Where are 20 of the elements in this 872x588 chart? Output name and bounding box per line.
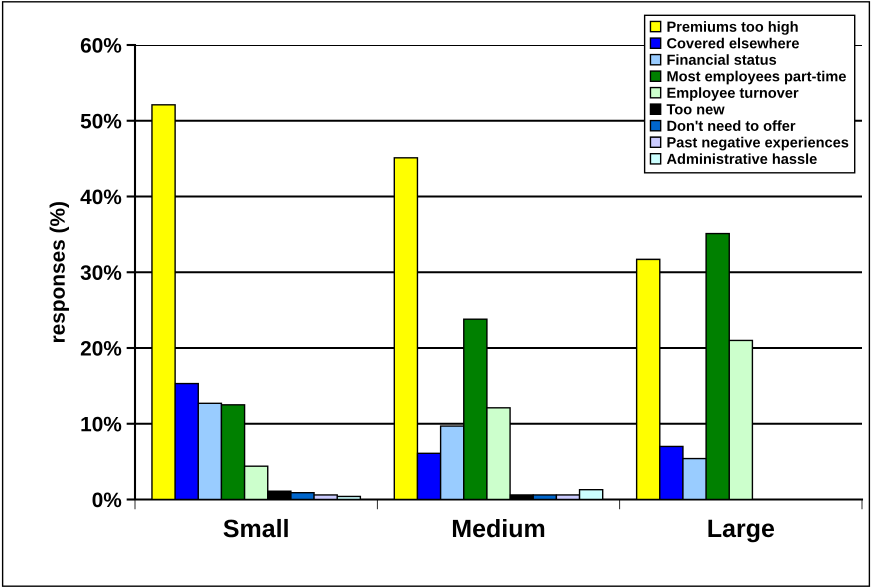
y-tick-label: 60% [80,38,122,53]
x-tick-label: Large [708,520,774,542]
legend-label: Past negative experiences [667,136,848,150]
y-tick-label: 40% [80,190,122,204]
y-tick-label: 30% [80,265,122,280]
y-tick-label: 10% [81,416,122,432]
legend-label: Employee turnover [667,87,798,101]
y-tick-label: 20% [80,341,122,356]
legend-label: Administrative hassle [666,153,817,164]
x-tick-label: Small [224,518,288,538]
y-tick-label: 50% [80,114,122,129]
legend-label: Most employees part-time [667,70,846,84]
y-tick-label: 0% [92,492,122,508]
x-tick-label: Medium [452,518,544,538]
legend-label: Covered elsewhere [667,38,799,48]
legend-label: Financial status [667,54,776,65]
legend-label: Premiums too high [667,21,798,35]
y-axis-title: responses (%) [50,202,69,342]
legend-label: Too new [666,104,725,114]
legend-label: Don't need to offer [667,120,796,131]
